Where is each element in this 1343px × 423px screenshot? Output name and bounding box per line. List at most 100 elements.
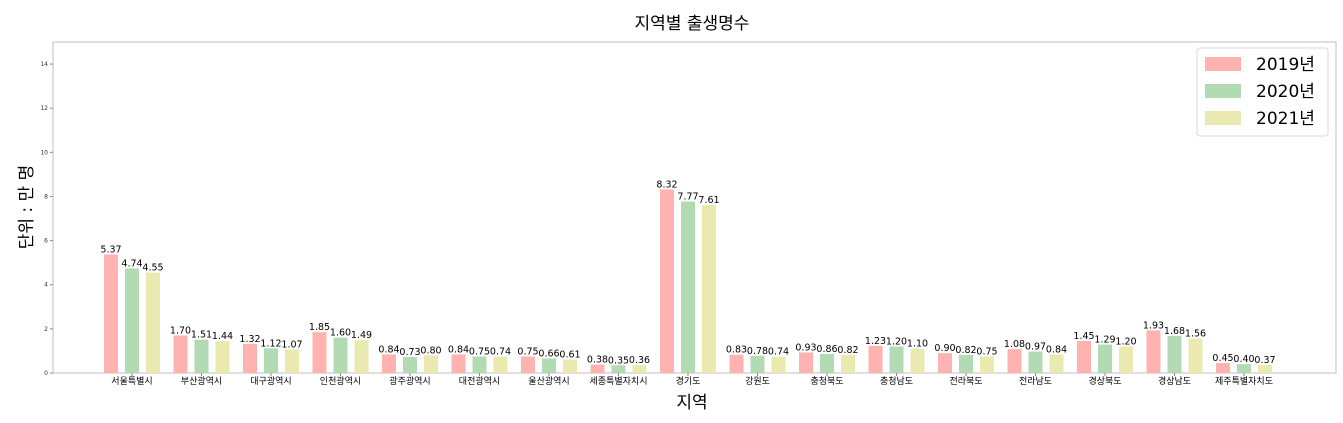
legend-swatch [1205, 111, 1241, 125]
data-label: 0.37 [1254, 355, 1275, 366]
bar [563, 359, 577, 373]
bar [542, 358, 556, 373]
bar [104, 254, 118, 373]
bar [1216, 363, 1230, 373]
data-labels: 5.374.74 4.55 1.70 1.51 1.44 1.32 1.12 1.07 1.85… [100, 179, 1275, 366]
x-tick-label: 전라북도 [949, 376, 982, 387]
bar [493, 356, 508, 373]
data-label: 1.10 [907, 339, 928, 350]
y-tick-label: 12 [40, 105, 48, 112]
bar [333, 337, 348, 373]
x-axis-label: 지역 [676, 393, 707, 413]
data-label: 1.29 [1094, 335, 1115, 346]
bar [215, 341, 230, 373]
data-label: 0.78 [747, 346, 768, 357]
data-label: 0.86 [816, 344, 837, 355]
bar [1077, 341, 1091, 373]
data-label: 0.74 [768, 347, 789, 358]
data-label: 0.80 [420, 345, 441, 356]
bar [1146, 330, 1161, 373]
bar [382, 354, 396, 373]
bar [264, 348, 278, 373]
data-label: 0.66 [538, 348, 559, 359]
data-label: 4.74 [121, 258, 142, 269]
x-tick-label: 부산광역시 [181, 375, 222, 387]
legend-label: 2020년 [1256, 82, 1315, 102]
x-tick-label: 강원도 [745, 376, 770, 387]
bar [938, 353, 952, 373]
x-tick-label: 경상남도 [1158, 375, 1191, 387]
bar [1007, 349, 1022, 373]
x-tick-label: 광주광역시 [389, 375, 430, 387]
data-label: 0.93 [795, 342, 816, 353]
data-label: 0.84 [1046, 344, 1067, 355]
x-tick-label: 제주특별자치도 [1215, 375, 1273, 387]
legend-swatch [1205, 84, 1241, 98]
x-tick-label: 충청북도 [810, 376, 843, 387]
data-label: 1.93 [1143, 320, 1164, 331]
data-label: 0.84 [448, 344, 469, 355]
chart-title: 지역별 출생명수 [635, 14, 750, 34]
bar [125, 268, 139, 373]
x-tick-label: 대구광역시 [250, 375, 291, 387]
bar [841, 354, 855, 373]
data-label: 1.49 [351, 330, 372, 341]
data-label: 1.07 [281, 339, 302, 350]
y-tick-label: 0 [44, 370, 48, 377]
bar [868, 345, 883, 373]
bar [702, 205, 716, 373]
data-label: 0.61 [559, 350, 580, 361]
data-label: 0.75 [976, 346, 997, 357]
x-tick-label: 전라남도 [1019, 376, 1052, 387]
x-tick-label: 경상북도 [1088, 375, 1121, 387]
bar [472, 356, 487, 373]
data-label: 8.32 [656, 179, 677, 190]
x-axis: 서울특별시 부산광역시 대구광역시 인천광역시 광주광역시 대전광역시 울산광역시 세종특별자… [111, 373, 1273, 387]
data-label: 0.40 [1233, 354, 1254, 365]
legend-swatch [1205, 57, 1241, 71]
bar [750, 355, 765, 373]
data-label: 1.44 [212, 331, 233, 342]
data-label: 0.45 [1212, 353, 1233, 364]
data-label: 0.82 [837, 345, 858, 356]
x-tick-label: 대전광역시 [459, 375, 500, 387]
data-label: 0.82 [955, 345, 976, 356]
bar [1237, 364, 1251, 373]
x-tick-label: 경기도 [676, 375, 701, 387]
y-axis-label: 단위 : 만 명 [17, 165, 37, 250]
bar [1028, 351, 1043, 373]
bar [590, 364, 605, 373]
bar [1098, 344, 1112, 373]
data-label: 1.20 [886, 337, 907, 348]
y-tick-label: 4 [44, 282, 48, 289]
bar [312, 332, 327, 373]
bar [451, 354, 466, 373]
x-tick-label: 울산광역시 [528, 375, 569, 387]
data-label: 7.61 [698, 195, 719, 206]
bar [799, 352, 813, 373]
data-label: 1.08 [1004, 339, 1025, 350]
data-label: 1.68 [1164, 326, 1185, 337]
y-tick-label: 14 [40, 61, 48, 68]
data-label: 7.77 [677, 192, 698, 203]
data-label: 0.73 [399, 347, 420, 358]
bar [681, 201, 695, 373]
legend: 2019년 2020년 2021년 [1196, 47, 1329, 137]
bar [1049, 354, 1064, 373]
data-label: 0.36 [629, 355, 650, 366]
bars [104, 189, 1272, 373]
bar [1167, 335, 1182, 373]
bar [632, 365, 647, 373]
bar [959, 354, 973, 373]
bar [194, 339, 209, 373]
data-label: 1.60 [330, 328, 351, 339]
bar [243, 343, 257, 373]
y-axis: 0 2 4 6 8 10 12 14 [40, 61, 53, 377]
data-label: 4.55 [142, 263, 163, 274]
data-label: 0.35 [608, 355, 629, 366]
bar [285, 349, 299, 373]
bar [521, 356, 535, 373]
data-label: 0.75 [517, 346, 538, 357]
bar [146, 272, 160, 373]
